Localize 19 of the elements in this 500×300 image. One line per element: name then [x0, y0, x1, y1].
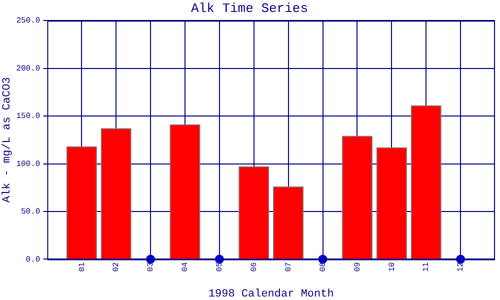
y-tick-label: 250.0	[16, 16, 40, 26]
x-tick-label: 01	[78, 262, 87, 272]
y-tick-label: 100.0	[16, 160, 40, 169]
x-tick-label: 11	[422, 262, 432, 272]
x-tick-label: 07	[284, 262, 294, 272]
y-tick-label: 200.0	[16, 64, 40, 74]
y-tick-label: 50.0	[21, 208, 40, 217]
x-tick-label: 03	[146, 262, 156, 272]
x-axis-title: 1998 Calendar Month	[208, 288, 334, 300]
chart-title: Alk Time Series	[190, 1, 308, 16]
x-tick-label: 06	[250, 262, 260, 272]
x-tick-label: 12	[456, 262, 466, 272]
y-axis-title: Alk - mg/L as CaCO3	[2, 77, 14, 203]
x-tick-label: 04	[181, 262, 190, 272]
x-tick-label: 02	[112, 262, 122, 272]
x-tick-label: 09	[353, 262, 362, 272]
x-tick-label: 10	[388, 262, 397, 272]
y-tick-label: 150.0	[16, 112, 40, 122]
y-tick-label: 0.0	[26, 255, 40, 264]
